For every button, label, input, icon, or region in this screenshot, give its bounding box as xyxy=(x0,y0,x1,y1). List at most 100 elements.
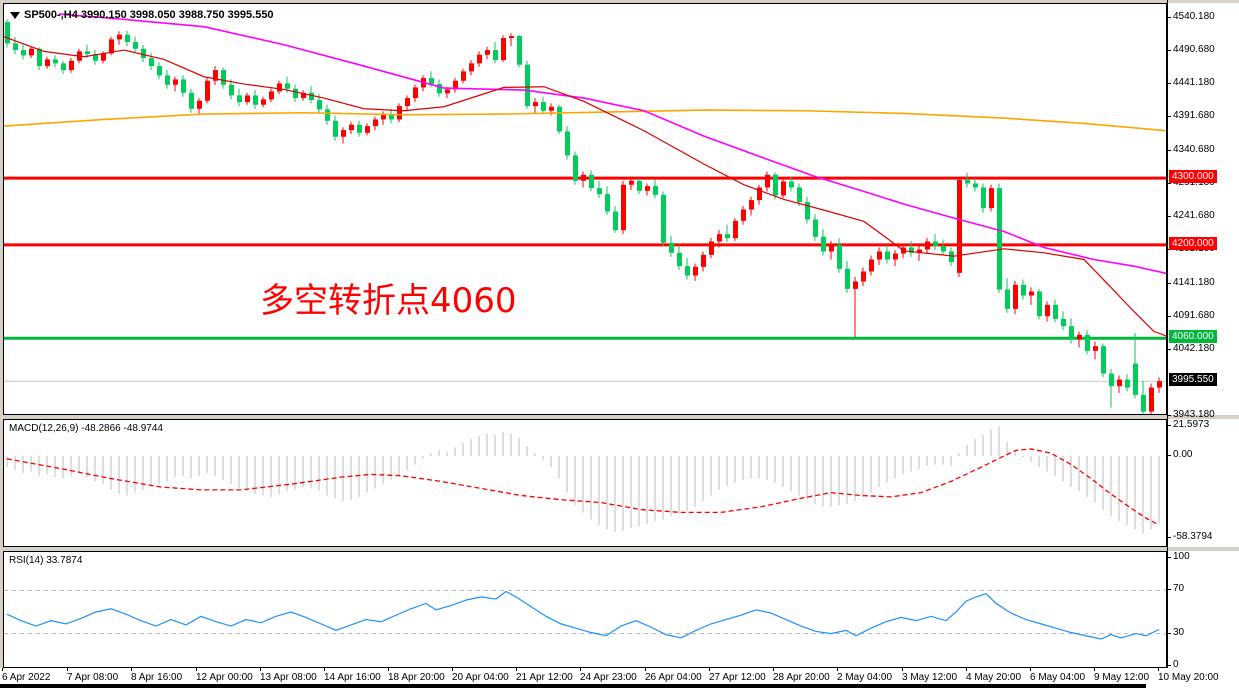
symbol-ohlc-text: SP500-,H4 3990.150 3998.050 3988.750 399… xyxy=(24,9,274,21)
rsi-line xyxy=(6,590,1160,640)
time-axis-tick xyxy=(516,668,517,671)
candle-body xyxy=(925,241,930,250)
price-axis-label: 4091.680 xyxy=(1173,310,1215,321)
candle-body xyxy=(181,79,186,93)
candle-body xyxy=(53,59,58,64)
candle-body xyxy=(749,200,754,210)
macd-label: MACD(12,26,9) -48.2866 -48.9744 xyxy=(9,423,163,434)
price-chart-canvas[interactable] xyxy=(4,4,1166,414)
candle-body xyxy=(645,186,650,191)
time-axis-label: 26 Apr 04:00 xyxy=(645,672,702,683)
price-axis-label: 4241.680 xyxy=(1173,210,1215,221)
rsi-panel[interactable]: RSI(14) 33.7874 xyxy=(3,551,1167,668)
price-axis-label: 4490.680 xyxy=(1173,44,1215,55)
candle-body xyxy=(269,91,274,100)
candle-body xyxy=(405,98,410,107)
candle-body xyxy=(725,234,730,239)
candle-body xyxy=(1077,334,1082,340)
candle-body xyxy=(549,106,554,111)
candle-body xyxy=(701,254,706,267)
macd-panel[interactable]: MACD(12,26,9) -48.2866 -48.9744 xyxy=(3,419,1167,547)
candle-body xyxy=(1125,379,1130,388)
rsi-canvas[interactable] xyxy=(4,552,1166,667)
candle-body xyxy=(357,124,362,133)
candle-body xyxy=(117,34,122,40)
candle-body xyxy=(429,78,434,85)
time-axis-label: 20 Apr 04:00 xyxy=(452,672,509,683)
time-axis[interactable]: 6 Apr 2022 7 Apr 08:00 8 Apr 16:00 12 Apr 0… xyxy=(0,668,1239,694)
price-badge-4060.000: 4060.000 xyxy=(1169,330,1217,343)
time-axis-tick xyxy=(324,668,325,671)
panel-divider[interactable] xyxy=(0,415,1239,419)
candle-body xyxy=(493,50,498,61)
candle-body xyxy=(101,53,106,61)
candle-body xyxy=(173,79,178,85)
panel-divider[interactable] xyxy=(0,547,1239,551)
candle-body xyxy=(5,22,10,44)
rsi-axis-tick xyxy=(1167,557,1171,558)
candle-body xyxy=(693,266,698,276)
time-axis-tick xyxy=(966,668,967,671)
price-axis-tick xyxy=(1167,50,1171,51)
price-axis-tick xyxy=(1167,316,1171,317)
candle-body xyxy=(13,43,18,51)
rsi-axis-label: 0 xyxy=(1173,659,1179,670)
price-axis-tick xyxy=(1167,17,1171,18)
candle-body xyxy=(389,114,394,120)
price-axis-label: 4391.680 xyxy=(1173,110,1215,121)
candle-body xyxy=(397,106,402,120)
candle-body xyxy=(229,84,234,96)
candle-body xyxy=(237,95,242,103)
time-axis-tick xyxy=(2,668,3,671)
candle-body xyxy=(373,119,378,127)
time-axis-label: 21 Apr 12:00 xyxy=(516,672,573,683)
time-axis-label: 7 Apr 08:00 xyxy=(67,672,119,683)
time-axis-tick xyxy=(67,668,68,671)
candle-body xyxy=(773,174,778,196)
candle-body xyxy=(317,100,322,110)
rsi-axis-label: 100 xyxy=(1173,551,1190,562)
candle-body xyxy=(653,186,658,195)
candle-body xyxy=(445,89,450,94)
time-axis-label: 13 Apr 08:00 xyxy=(260,672,317,683)
time-axis-label: 4 May 20:00 xyxy=(966,672,1022,683)
candle-body xyxy=(205,80,210,101)
candle-body xyxy=(613,211,618,231)
time-axis-label: 24 Apr 23:00 xyxy=(580,672,637,683)
macd-signal-line xyxy=(6,448,1160,526)
candle-body xyxy=(141,48,146,59)
candle-body xyxy=(781,181,786,196)
candle-body xyxy=(845,268,850,289)
horizontal-scrollbar[interactable] xyxy=(0,684,1146,688)
time-axis-tick xyxy=(131,668,132,671)
time-axis-tick xyxy=(1094,668,1095,671)
candle-body xyxy=(757,187,762,201)
candle-body xyxy=(477,54,482,64)
candle-body xyxy=(85,51,90,55)
time-axis-label: 10 May 20:00 xyxy=(1158,672,1219,683)
candle-body xyxy=(997,188,1002,290)
candle-body xyxy=(1053,304,1058,319)
candle-body xyxy=(917,249,922,253)
candle-body xyxy=(933,241,938,247)
candle-body xyxy=(885,251,890,260)
symbol-dropdown-icon[interactable] xyxy=(10,11,20,19)
candle-body xyxy=(261,99,266,105)
candle-body xyxy=(1133,363,1138,395)
candle-body xyxy=(557,106,562,132)
candle-body xyxy=(837,244,842,269)
time-axis-label: 28 Apr 20:00 xyxy=(773,672,830,683)
rsi-axis-label: 30 xyxy=(1173,627,1185,638)
price-axis-label: 4340.680 xyxy=(1173,144,1215,155)
candle-body xyxy=(861,271,866,282)
symbol-info: SP500-,H4 3990.150 3998.050 3988.750 399… xyxy=(10,9,274,21)
macd-canvas[interactable] xyxy=(4,420,1166,546)
candle-body xyxy=(301,92,306,99)
price-axis-label: 4441.180 xyxy=(1173,77,1215,88)
candle-body xyxy=(1117,379,1122,387)
time-axis-tick xyxy=(902,668,903,671)
price-chart-panel[interactable]: SP500-,H4 3990.150 3998.050 3988.750 399… xyxy=(3,3,1167,415)
candle-body xyxy=(221,70,226,85)
candle-body xyxy=(437,84,442,94)
price-badge-4200.000: 4200.000 xyxy=(1169,237,1217,250)
